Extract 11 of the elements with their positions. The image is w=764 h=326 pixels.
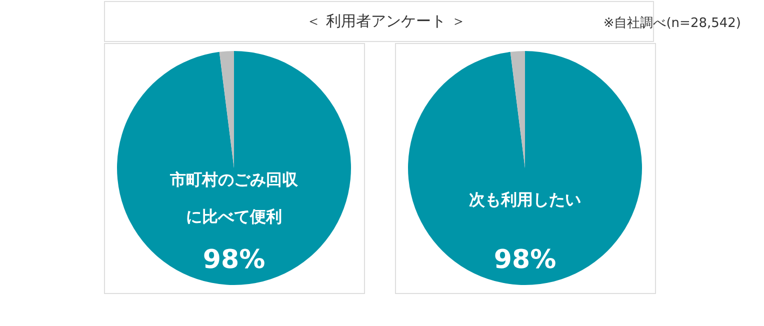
- data-label: 98%: [202, 245, 266, 275]
- pie-slice: [117, 51, 351, 285]
- data-label: 98%: [494, 245, 556, 275]
- text: 次も利用したい: [469, 190, 581, 209]
- text: 市町村のごみ回収: [169, 170, 299, 189]
- pie-slice: [510, 51, 525, 168]
- text: ※自社調べ(n=28,542): [603, 16, 741, 31]
- text: に比べて便利: [186, 207, 282, 226]
- pie-slice: [219, 51, 234, 168]
- text: ＜ 利用者アンケート ＞: [306, 12, 466, 30]
- pie-slice: [408, 51, 642, 285]
